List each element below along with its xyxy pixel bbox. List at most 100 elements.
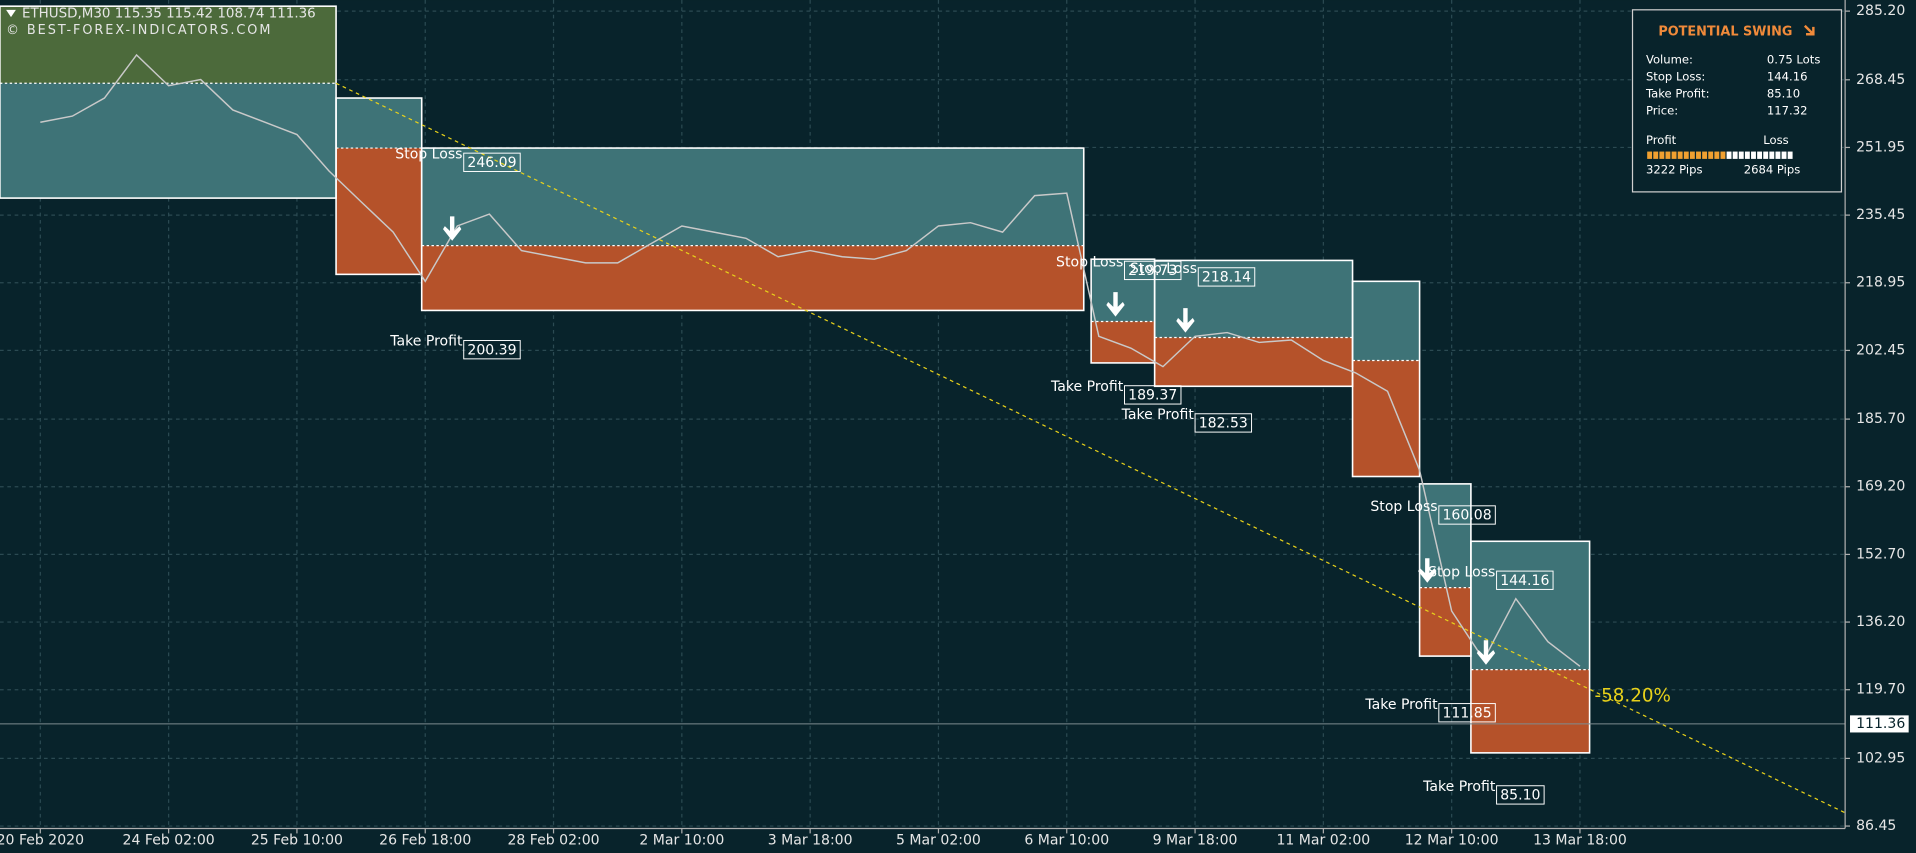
zone-upper [336, 98, 422, 149]
panel-row-label: Stop Loss: [1646, 70, 1705, 84]
loss-heading: Loss [1763, 133, 1788, 147]
loss-segment [1757, 151, 1763, 159]
loss-segment [1744, 151, 1750, 159]
trend-percent: -58.20% [1594, 686, 1670, 707]
panel-row-label: Price: [1646, 104, 1678, 118]
symbol: ETHUSD,M30 [22, 6, 110, 21]
zone-lower [0, 83, 337, 199]
level-box [1438, 703, 1496, 723]
y-tick-label: 251.95 [1856, 139, 1905, 155]
panel-title: POTENTIAL SWING [1658, 24, 1792, 39]
panel-row-label: Take Profit: [1645, 87, 1710, 101]
watermark: © BEST-FOREX-INDICATORS.COM [6, 23, 272, 38]
panel-row-value: 85.10 [1767, 87, 1800, 101]
header: ETHUSD,M30 115.35 115.42 108.74 111.36 ©… [6, 6, 316, 38]
level-name: Take Profit [1422, 779, 1496, 795]
y-tick-label: 235.45 [1856, 207, 1905, 223]
zone-lower [1154, 337, 1353, 387]
loss-segment [1781, 151, 1787, 159]
level-value: 200.39 [467, 342, 516, 358]
zone-upper [421, 148, 1084, 246]
y-tick-label: 119.70 [1856, 682, 1905, 698]
zone-outline [420, 147, 1085, 312]
level-name: Stop Loss [1130, 261, 1197, 277]
profit-segment [1647, 151, 1653, 159]
trend-line [335, 82, 1846, 814]
level-name: Stop Loss [1056, 254, 1123, 270]
level-value: 144.16 [1500, 573, 1549, 589]
panel-arrow [1803, 24, 1815, 36]
loss-segment [1769, 151, 1775, 159]
zone-lower [1352, 360, 1420, 477]
sell-signal [1418, 558, 1437, 583]
x-tick-label: 26 Feb 18:00 [379, 833, 471, 849]
profit-segment [1677, 151, 1683, 159]
x-tick-label: 13 Mar 18:00 [1533, 833, 1627, 849]
y-tick-label: 136.20 [1856, 614, 1905, 630]
panel-row-label: Volume: [1646, 52, 1693, 66]
loss-segment [1751, 151, 1756, 159]
panel-row-value: 0.75 Lots [1767, 52, 1820, 66]
profit-segment [1720, 151, 1726, 159]
level-name: Take Profit [1050, 379, 1124, 395]
symbol-header: ETHUSD,M30 115.35 115.42 108.74 111.36 [22, 6, 316, 21]
zone-lower [1419, 587, 1471, 657]
y-tick-label: 185.70 [1856, 411, 1905, 427]
profit-heading: Profit [1646, 133, 1677, 147]
current-price-box [1850, 715, 1909, 733]
profit-segment [1696, 151, 1701, 159]
x-tick-label: 6 Mar 10:00 [1024, 833, 1109, 849]
level-box [1124, 260, 1182, 281]
x-tick-label: 25 Feb 10:00 [251, 833, 343, 849]
profit-segment [1665, 151, 1671, 159]
y-tick-label: 268.45 [1856, 72, 1905, 88]
level-box [1438, 505, 1496, 525]
level-box [1496, 785, 1545, 805]
zone-upper [1352, 281, 1420, 361]
x-tick-label: 28 Feb 02:00 [507, 833, 599, 849]
loss-pips: 2684 Pips [1744, 162, 1801, 176]
current-price-label: 111.36 [1856, 716, 1905, 732]
menu-triangle [6, 9, 16, 18]
y-tick-label: 202.45 [1856, 342, 1905, 358]
loss-segment [1732, 151, 1738, 159]
ohlc-value: 111.36 [269, 6, 316, 21]
level-box [1124, 385, 1182, 405]
panel-row-value: 117.32 [1767, 104, 1808, 118]
zone-upper [0, 6, 337, 84]
x-tick-label: 12 Mar 10:00 [1405, 833, 1499, 849]
profit-segment [1653, 151, 1659, 159]
y-tick-label: 102.95 [1856, 750, 1905, 766]
plot-area [0, 5, 1846, 814]
level-name: Stop Loss [1428, 564, 1495, 580]
sell-signal [1176, 308, 1195, 333]
x-tick-label: 5 Mar 02:00 [896, 833, 981, 849]
profit-segment [1659, 151, 1665, 159]
zone-upper [1091, 259, 1155, 322]
profit-segment [1714, 151, 1720, 159]
loss-segment [1726, 151, 1732, 159]
level-value: 219.73 [1128, 263, 1177, 279]
loss-segment [1775, 151, 1781, 159]
loss-segment [1763, 151, 1769, 159]
profit-segment [1683, 151, 1689, 159]
x-tick-label: 11 Mar 02:00 [1276, 833, 1370, 849]
level-name: Take Profit [389, 334, 463, 350]
grid [0, 0, 1846, 829]
ohlc-value: 115.42 [166, 6, 213, 21]
panel-frame [1631, 9, 1843, 193]
sell-signal [1476, 640, 1496, 665]
info-panel: POTENTIAL SWING Profit Loss 3222 Pips 26… [1631, 9, 1843, 193]
level-box [1194, 413, 1253, 433]
level-value: 182.53 [1199, 416, 1248, 432]
profit-segment [1708, 151, 1714, 159]
profit-segment [1689, 151, 1695, 159]
zone-outline [1470, 540, 1591, 754]
zone-lower [421, 245, 1084, 311]
loss-segment [1738, 151, 1744, 159]
ohlc-value: 108.74 [217, 6, 264, 21]
level-box [463, 340, 521, 360]
profit-segment [1702, 151, 1708, 159]
